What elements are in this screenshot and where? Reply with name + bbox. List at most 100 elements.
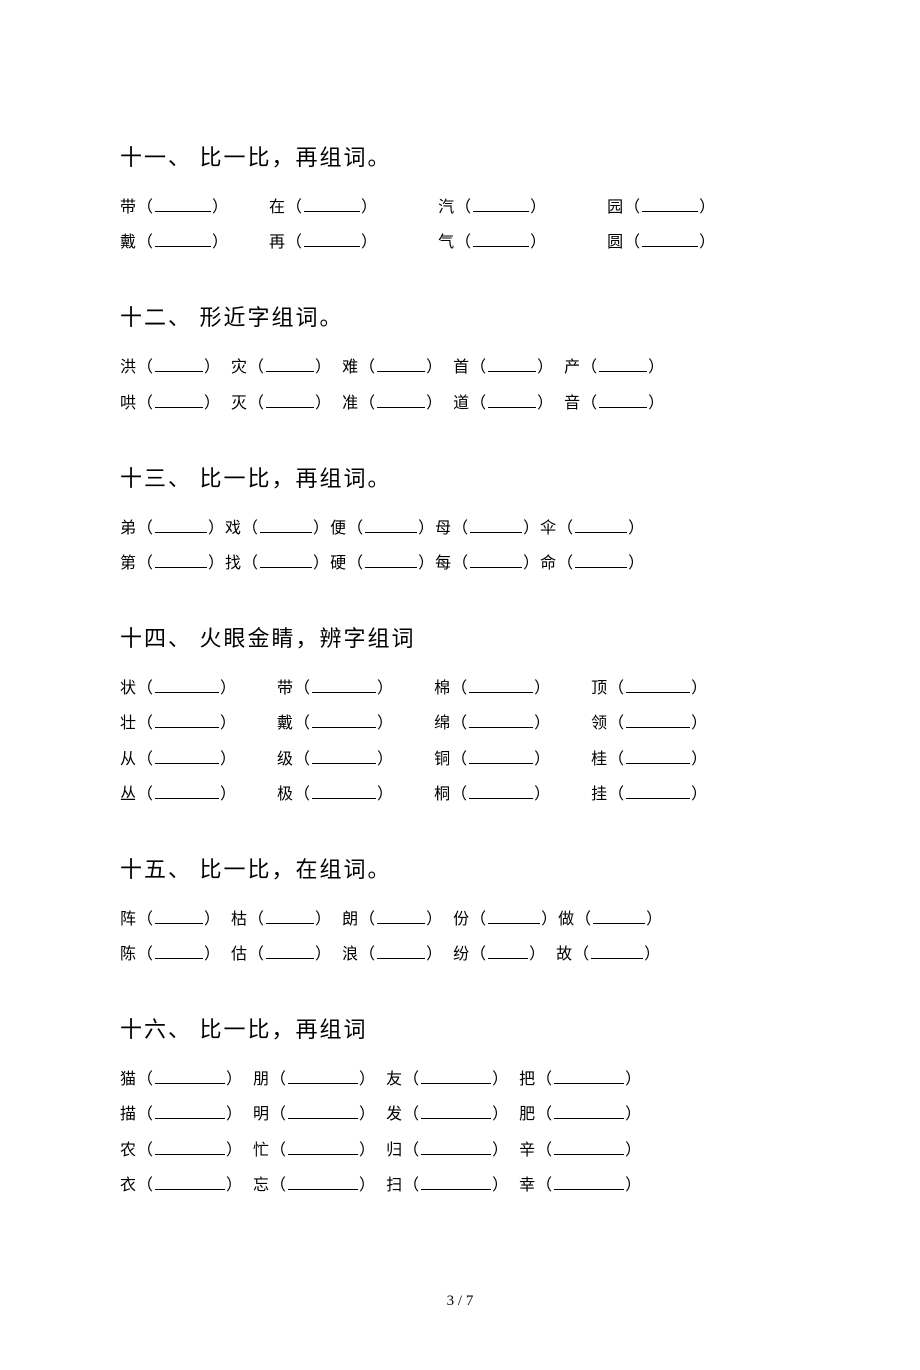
char-label: 领（ [591,715,625,732]
fill-blank[interactable] [593,907,645,924]
fill-blank[interactable] [377,907,425,924]
fill-blank[interactable] [488,907,540,924]
fill-blank[interactable] [470,516,522,533]
fill-blank[interactable] [155,782,219,799]
fill-blank[interactable] [421,1173,491,1190]
char-label: 农（ [120,1142,154,1159]
fill-blank[interactable] [469,747,533,764]
fill-blank[interactable] [488,355,536,372]
fill-blank[interactable] [626,676,690,693]
fill-blank[interactable] [554,1138,624,1155]
fill-blank[interactable] [288,1138,358,1155]
paren-close: ） [313,555,330,572]
fill-blank[interactable] [473,195,529,212]
fill-blank[interactable] [626,747,690,764]
fill-blank[interactable] [155,1173,225,1190]
fill-blank[interactable] [288,1173,358,1190]
fill-blank[interactable] [473,230,529,247]
section: 十五、 比一比，在组词。阵（）枯（）朗（）份（）做（）陈（）估（）浪（）纷（）故… [120,852,800,972]
fill-blank[interactable] [266,907,314,924]
char-label: 桐（ [434,786,468,803]
fill-blank[interactable] [155,195,211,212]
fill-blank[interactable] [155,355,203,372]
paren-close: ） [628,555,645,572]
section: 十三、 比一比，再组词。弟（）戏（）便（）母（）伞（）第（）找（）硬（）每（）命… [120,461,800,581]
fill-blank[interactable] [288,1067,358,1084]
fill-blank[interactable] [469,711,533,728]
fill-blank[interactable] [365,551,417,568]
fill-blank[interactable] [312,676,376,693]
char-label: 扫（ [386,1177,420,1194]
paren-close: ） [625,1071,642,1088]
fill-blank[interactable] [266,942,314,959]
fill-blank[interactable] [469,676,533,693]
fill-blank[interactable] [155,551,207,568]
char-label: 洪（ [120,359,154,376]
fill-blank[interactable] [554,1173,624,1190]
fill-blank[interactable] [312,711,376,728]
paren-close: ） [534,751,551,768]
fill-blank[interactable] [266,355,314,372]
paren-close: ） [377,751,394,768]
fill-blank[interactable] [288,1102,358,1119]
section-title: 十四、 火眼金睛，辨字组词 [120,621,800,653]
fill-blank[interactable] [155,391,203,408]
fill-blank[interactable] [155,711,219,728]
char-label: 做（ [558,911,592,928]
fill-blank[interactable] [155,1138,225,1155]
fill-blank[interactable] [155,230,211,247]
fill-blank[interactable] [599,355,647,372]
char-label: 丛（ [120,786,154,803]
fill-blank[interactable] [642,230,698,247]
fill-blank[interactable] [488,391,536,408]
fill-blank[interactable] [470,551,522,568]
fill-blank[interactable] [377,355,425,372]
fill-blank[interactable] [304,195,360,212]
fill-blank[interactable] [377,942,425,959]
fill-blank[interactable] [421,1138,491,1155]
fill-blank[interactable] [421,1102,491,1119]
paren-close: ） [377,715,394,732]
fill-blank[interactable] [642,195,698,212]
char-label: 估（ [231,946,265,963]
fill-blank[interactable] [260,551,312,568]
fill-blank[interactable] [260,516,312,533]
fill-blank[interactable] [155,516,207,533]
fill-blank[interactable] [155,907,203,924]
exercise-row: 阵（）枯（）朗（）份（）做（） [120,902,800,937]
fill-blank[interactable] [266,391,314,408]
char-label: 幸（ [519,1177,553,1194]
fill-blank[interactable] [626,711,690,728]
fill-blank[interactable] [575,516,627,533]
fill-blank[interactable] [488,942,528,959]
paren-close: ） [523,555,540,572]
section-title: 十六、 比一比，再组词 [120,1012,800,1044]
fill-blank[interactable] [365,516,417,533]
char-label: 戴（ [120,234,154,251]
paren-close: ） [212,199,229,216]
fill-blank[interactable] [591,942,643,959]
exercise-row: 弟（）戏（）便（）母（）伞（） [120,511,800,546]
section-title: 十二、 形近字组词。 [120,300,800,332]
fill-blank[interactable] [312,747,376,764]
fill-blank[interactable] [155,747,219,764]
char-label: 灾（ [231,359,265,376]
paren-close: ） [691,680,708,697]
fill-blank[interactable] [155,676,219,693]
fill-blank[interactable] [626,782,690,799]
fill-blank[interactable] [599,391,647,408]
fill-blank[interactable] [155,942,203,959]
fill-blank[interactable] [155,1102,225,1119]
fill-blank[interactable] [575,551,627,568]
fill-blank[interactable] [469,782,533,799]
fill-blank[interactable] [377,391,425,408]
fill-blank[interactable] [312,782,376,799]
paren-close: ） [220,751,237,768]
fill-blank[interactable] [554,1067,624,1084]
fill-blank[interactable] [155,1067,225,1084]
paren-close: ） [359,1106,376,1123]
fill-blank[interactable] [421,1067,491,1084]
fill-blank[interactable] [554,1102,624,1119]
fill-blank[interactable] [304,230,360,247]
char-label: 明（ [253,1106,287,1123]
